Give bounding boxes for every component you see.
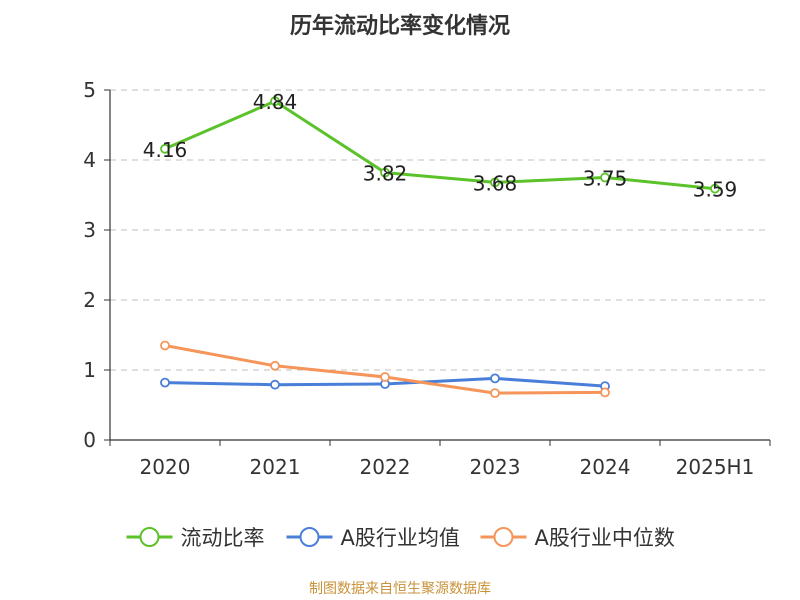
data-label: 3.75 (583, 167, 628, 191)
legend-marker (139, 527, 160, 547)
x-tick-label: 2021 (250, 455, 301, 479)
data-label: 3.59 (693, 178, 738, 202)
data-point (380, 372, 390, 382)
legend: 流动比率 A股行业均值 A股行业中位数 (126, 526, 675, 550)
x-tick-label: 2025H1 (676, 455, 755, 479)
axis-layer: 0 1 2 3 4 5 2020 2021 2022 2023 2024 2025H1 (83, 78, 771, 479)
data-point (710, 183, 720, 194)
x-tick-label: 2022 (360, 455, 411, 479)
series-layer (160, 96, 720, 399)
series-line (164, 99, 716, 191)
legend-marker (299, 527, 320, 547)
x-tick-label: 2024 (580, 455, 631, 479)
y-tick-label: 4 (83, 148, 96, 172)
x-tick-label: 2020 (140, 455, 191, 479)
legend-label: A股行业均值 (341, 526, 460, 550)
data-point (270, 96, 280, 107)
legend-label: A股行业中位数 (535, 526, 675, 550)
data-point (380, 167, 390, 178)
data-point (160, 340, 170, 351)
data-point (490, 388, 500, 399)
x-tick-label: 2023 (470, 455, 521, 479)
chart-title: 历年流动比率变化情况 (289, 14, 510, 39)
y-tick-label: 5 (83, 78, 96, 102)
data-point (270, 360, 280, 371)
y-tick-label: 2 (83, 288, 96, 312)
y-tick-label: 0 (83, 428, 96, 452)
data-point (490, 373, 500, 384)
grid-layer (110, 89, 770, 371)
data-label: 4.16 (143, 138, 188, 162)
data-point (600, 387, 610, 398)
data-point (160, 143, 170, 154)
data-point (160, 377, 170, 388)
legend-item: 流动比率 (126, 526, 265, 550)
legend-label: 流动比率 (181, 526, 265, 550)
data-label: 3.68 (473, 171, 518, 195)
data-point (490, 177, 500, 188)
data-point (270, 379, 280, 390)
y-tick-label: 3 (83, 218, 96, 242)
data-label: 3.82 (363, 162, 408, 186)
legend-item: A股行业中位数 (480, 526, 675, 550)
data-label: 4.84 (253, 90, 298, 114)
y-tick-label: 1 (83, 358, 96, 382)
source-note: 制图数据来自恒生聚源数据库 (309, 581, 491, 597)
data-label-layer: 4.16 4.84 3.82 3.68 3.75 3.59 (143, 90, 738, 202)
legend-item: A股行业均值 (286, 526, 460, 550)
data-point (600, 172, 610, 183)
legend-marker (493, 527, 514, 547)
